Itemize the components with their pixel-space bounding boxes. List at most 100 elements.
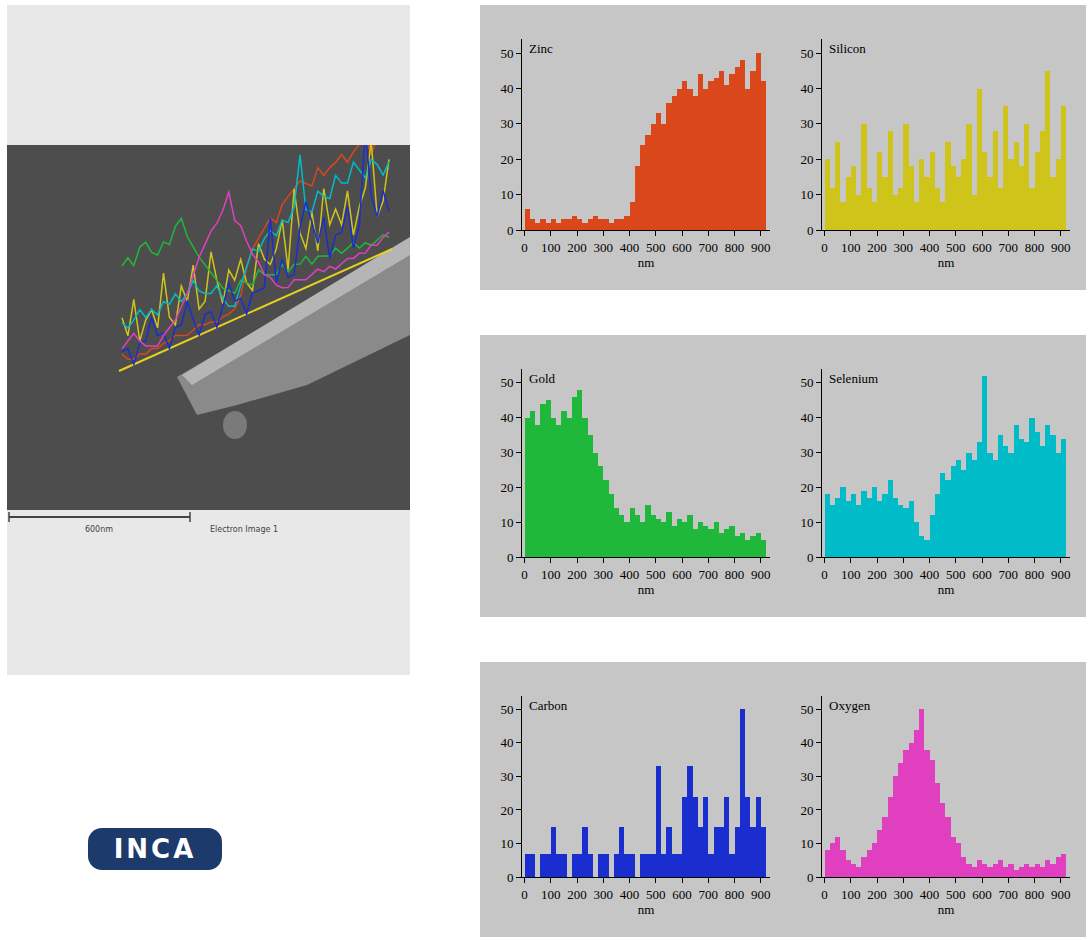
svg-text:Electron Image 1: Electron Image 1 xyxy=(210,525,278,534)
svg-text:0: 0 xyxy=(521,240,528,255)
svg-text:500: 500 xyxy=(946,887,966,902)
svg-text:300: 300 xyxy=(594,567,614,582)
svg-text:400: 400 xyxy=(620,887,640,902)
svg-text:200: 200 xyxy=(567,567,587,582)
svg-text:900: 900 xyxy=(751,240,771,255)
svg-text:300: 300 xyxy=(894,240,914,255)
svg-text:400: 400 xyxy=(620,240,640,255)
svg-text:400: 400 xyxy=(620,567,640,582)
svg-text:nm: nm xyxy=(938,902,955,917)
svg-text:600: 600 xyxy=(672,240,692,255)
svg-text:800: 800 xyxy=(725,567,745,582)
svg-text:0: 0 xyxy=(807,550,814,565)
svg-text:50: 50 xyxy=(800,375,813,390)
svg-text:0: 0 xyxy=(807,870,814,885)
svg-text:600: 600 xyxy=(672,887,692,902)
svg-text:50: 50 xyxy=(500,375,513,390)
svg-text:30: 30 xyxy=(500,769,513,784)
svg-text:800: 800 xyxy=(725,887,745,902)
svg-text:nm: nm xyxy=(638,902,655,917)
svg-text:600nm: 600nm xyxy=(85,525,113,534)
svg-text:100: 100 xyxy=(541,567,561,582)
svg-text:900: 900 xyxy=(751,567,771,582)
svg-text:40: 40 xyxy=(800,81,813,96)
svg-text:800: 800 xyxy=(1025,567,1045,582)
svg-text:30: 30 xyxy=(500,116,513,131)
svg-text:nm: nm xyxy=(638,255,655,270)
svg-text:30: 30 xyxy=(800,116,813,131)
svg-text:20: 20 xyxy=(500,480,513,495)
svg-text:0: 0 xyxy=(821,567,828,582)
svg-text:0: 0 xyxy=(507,550,514,565)
svg-text:500: 500 xyxy=(946,567,966,582)
svg-text:200: 200 xyxy=(567,240,587,255)
svg-text:0: 0 xyxy=(821,887,828,902)
svg-text:100: 100 xyxy=(541,240,561,255)
svg-text:20: 20 xyxy=(800,152,813,167)
svg-text:500: 500 xyxy=(646,887,666,902)
svg-text:30: 30 xyxy=(500,445,513,460)
svg-text:700: 700 xyxy=(999,567,1019,582)
svg-text:100: 100 xyxy=(541,887,561,902)
svg-text:20: 20 xyxy=(500,803,513,818)
svg-text:900: 900 xyxy=(1051,240,1071,255)
svg-text:400: 400 xyxy=(920,567,940,582)
svg-text:300: 300 xyxy=(894,567,914,582)
svg-text:40: 40 xyxy=(500,81,513,96)
svg-text:100: 100 xyxy=(841,240,861,255)
svg-text:10: 10 xyxy=(500,515,513,530)
svg-text:0: 0 xyxy=(521,887,528,902)
svg-text:700: 700 xyxy=(699,887,719,902)
svg-text:400: 400 xyxy=(920,887,940,902)
svg-text:800: 800 xyxy=(1025,240,1045,255)
svg-text:0: 0 xyxy=(521,567,528,582)
svg-text:100: 100 xyxy=(841,887,861,902)
svg-text:0: 0 xyxy=(507,223,514,238)
svg-text:nm: nm xyxy=(638,582,655,597)
svg-text:800: 800 xyxy=(1025,887,1045,902)
svg-text:200: 200 xyxy=(867,240,887,255)
svg-text:Gold: Gold xyxy=(529,371,556,386)
svg-text:20: 20 xyxy=(800,480,813,495)
svg-text:40: 40 xyxy=(800,735,813,750)
svg-text:900: 900 xyxy=(751,887,771,902)
svg-text:Selenium: Selenium xyxy=(829,371,878,386)
svg-text:700: 700 xyxy=(999,887,1019,902)
svg-text:nm: nm xyxy=(938,255,955,270)
svg-text:0: 0 xyxy=(807,223,814,238)
svg-text:30: 30 xyxy=(800,769,813,784)
svg-text:10: 10 xyxy=(800,836,813,851)
svg-text:200: 200 xyxy=(867,567,887,582)
svg-text:700: 700 xyxy=(999,240,1019,255)
svg-text:30: 30 xyxy=(800,445,813,460)
svg-text:50: 50 xyxy=(800,702,813,717)
svg-text:10: 10 xyxy=(500,187,513,202)
svg-text:0: 0 xyxy=(821,240,828,255)
svg-text:50: 50 xyxy=(500,702,513,717)
svg-text:900: 900 xyxy=(1051,887,1071,902)
svg-text:100: 100 xyxy=(841,567,861,582)
svg-text:Oxygen: Oxygen xyxy=(829,698,871,713)
svg-text:500: 500 xyxy=(946,240,966,255)
svg-text:Silicon: Silicon xyxy=(829,41,866,56)
svg-text:200: 200 xyxy=(567,887,587,902)
svg-text:Carbon: Carbon xyxy=(529,698,568,713)
svg-text:400: 400 xyxy=(920,240,940,255)
svg-text:50: 50 xyxy=(800,46,813,61)
svg-text:20: 20 xyxy=(500,152,513,167)
svg-text:500: 500 xyxy=(646,567,666,582)
svg-text:300: 300 xyxy=(594,887,614,902)
svg-text:40: 40 xyxy=(800,410,813,425)
svg-text:300: 300 xyxy=(894,887,914,902)
svg-text:50: 50 xyxy=(500,46,513,61)
svg-text:600: 600 xyxy=(972,887,992,902)
svg-text:900: 900 xyxy=(1051,567,1071,582)
svg-text:200: 200 xyxy=(867,887,887,902)
svg-text:Zinc: Zinc xyxy=(529,41,553,56)
svg-text:600: 600 xyxy=(972,567,992,582)
svg-text:600: 600 xyxy=(672,567,692,582)
svg-text:nm: nm xyxy=(938,582,955,597)
svg-text:0: 0 xyxy=(507,870,514,885)
svg-text:40: 40 xyxy=(500,410,513,425)
svg-text:20: 20 xyxy=(800,803,813,818)
